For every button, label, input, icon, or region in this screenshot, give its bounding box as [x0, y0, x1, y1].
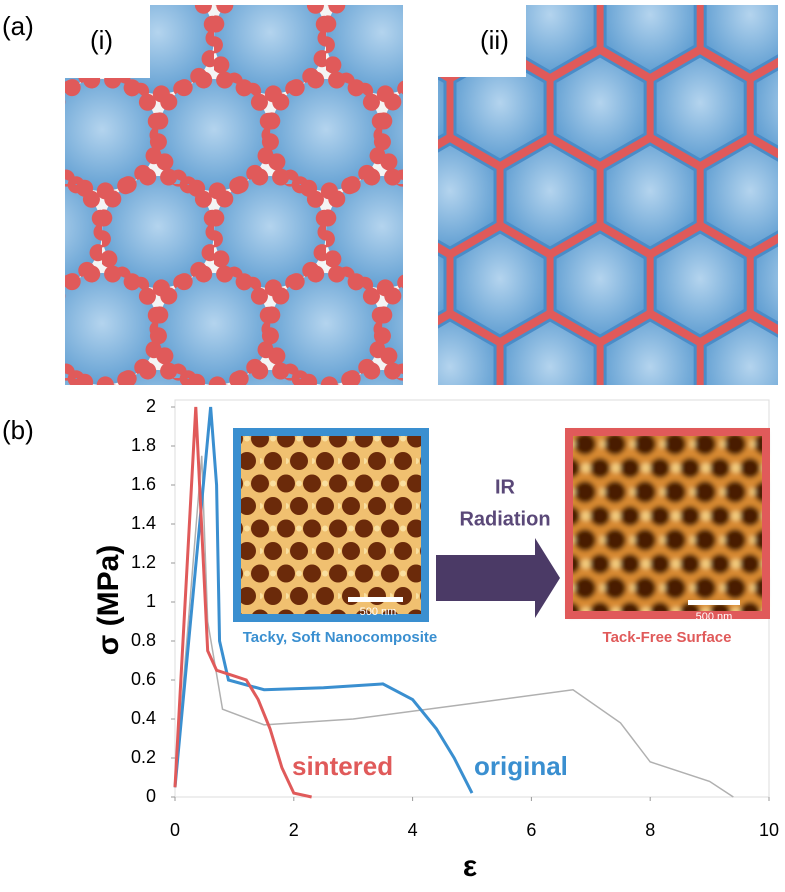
hexagon	[653, 54, 747, 162]
series-line	[173, 406, 474, 794]
hexagon	[753, 67, 778, 149]
series-label: sintered	[292, 751, 393, 781]
series-line	[174, 455, 734, 798]
x-tick-label: 0	[170, 820, 180, 840]
x-axis-label: ε	[463, 850, 477, 883]
panel-label: (b)	[2, 415, 34, 445]
y-tick-label: 1.6	[131, 474, 156, 494]
hexagon	[553, 230, 647, 338]
hexagon	[438, 252, 447, 316]
series-line	[173, 406, 312, 799]
nanoparticle-illustration	[65, 5, 403, 385]
x-tick-label: 2	[289, 820, 299, 840]
hexagon	[438, 76, 447, 140]
y-tick-label: 1.2	[131, 552, 156, 572]
hexagon	[603, 5, 697, 74]
x-tick-label: 4	[408, 820, 418, 840]
hexagon	[453, 230, 547, 338]
sub-panel-label: (i)	[90, 25, 113, 55]
arrow-label: Radiation	[459, 508, 550, 530]
y-tick-label: 1.4	[131, 513, 156, 533]
arrow	[436, 538, 560, 618]
hexagon	[703, 142, 778, 250]
y-tick-label: 1	[146, 591, 156, 611]
scale-bar-label: 500 nm	[696, 611, 733, 623]
y-tick-label: 0.4	[131, 708, 156, 728]
y-tick-label: 2	[146, 396, 156, 416]
hexagon	[553, 54, 647, 162]
x-tick-label: 6	[526, 820, 536, 840]
x-tick-label: 10	[759, 820, 779, 840]
hexagon	[703, 318, 778, 385]
hexagon	[753, 243, 778, 325]
y-tick-label: 1.8	[131, 435, 156, 455]
hexagon	[503, 318, 597, 385]
hexagon	[503, 5, 597, 74]
panel-label: (a)	[2, 11, 34, 41]
y-tick-label: 0.8	[131, 630, 156, 650]
sintered-illustration	[438, 5, 778, 385]
hexagon	[603, 318, 697, 385]
hexagon	[703, 5, 778, 74]
sub-panel-label: (ii)	[480, 25, 509, 55]
corner-cutout	[438, 5, 526, 77]
inset-caption: Tacky, Soft Nanocomposite	[243, 629, 437, 646]
hexagon	[503, 142, 597, 250]
hexagon	[438, 318, 497, 385]
hexagon	[653, 230, 747, 338]
inset-left	[233, 428, 429, 622]
y-tick-label: 0	[146, 786, 156, 806]
y-tick-label: 0.2	[131, 747, 156, 767]
hexagon	[603, 142, 697, 250]
series-label: original	[474, 751, 568, 781]
hexagon	[438, 142, 497, 250]
y-tick-label: 0.6	[131, 669, 156, 689]
arrow-label: IR	[495, 476, 516, 498]
x-tick-label: 8	[645, 820, 655, 840]
scale-bar-label: 500 nm	[360, 606, 397, 618]
hexagon	[453, 54, 547, 162]
y-axis-label: σ (MPa)	[92, 545, 125, 656]
chart: 0 0.2 0.4 0.6 0.8 1 1.2 1.4 1.6 1.8 2 0 2 4 6 8 10 sinter…	[131, 396, 779, 840]
inset-right	[565, 428, 770, 619]
inset-caption: Tack-Free Surface	[603, 629, 732, 646]
